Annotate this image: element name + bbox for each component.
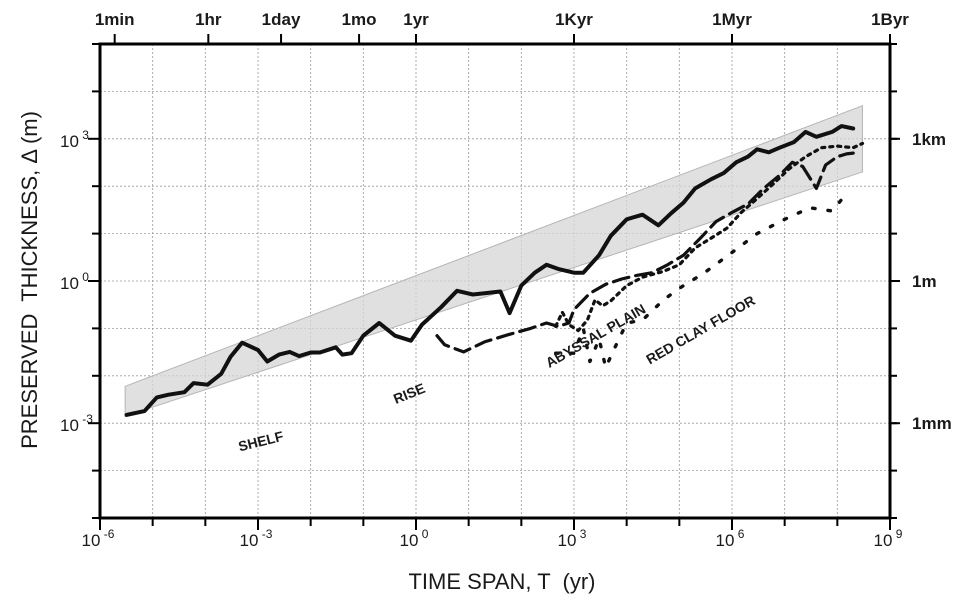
x-tick-label: 10 3 — [558, 527, 587, 550]
x-tick-label: 10 0 — [400, 527, 429, 550]
series-layer — [124, 124, 865, 417]
right-tick-label: 1m — [912, 272, 937, 291]
right-tick-label: 1mm — [912, 414, 952, 433]
y-tick-label: 10 3 — [60, 128, 89, 151]
top-tick-label: 1hr — [195, 10, 222, 29]
band-layer — [124, 104, 863, 417]
series-line-shelf — [124, 124, 856, 417]
top-tick-label: 1Myr — [712, 10, 752, 29]
top-tick-label: 1mo — [342, 10, 377, 29]
x-tick-label: 10 -3 — [240, 527, 273, 550]
top-tick-label: 1yr — [403, 10, 429, 29]
y-axis-title: PRESERVED THICKNESS, Δ (m) — [17, 111, 42, 449]
envelope-band — [124, 104, 863, 417]
x-tick-label: 10 9 — [874, 527, 903, 550]
x-tick-label: 10 6 — [716, 527, 745, 550]
series-line-rise — [435, 151, 855, 354]
x-tick-label: 10 -6 — [82, 527, 115, 550]
top-tick-label: 1min — [95, 10, 135, 29]
right-tick-label: 1km — [912, 130, 946, 149]
frame-layer — [88, 34, 900, 530]
y-tick-label: 10 -3 — [60, 412, 93, 435]
y-tick-label: 10 0 — [60, 270, 89, 293]
top-tick-label: 1Kyr — [555, 10, 593, 29]
top-tick-label: 1Byr — [871, 10, 909, 29]
top-tick-label: 1day — [262, 10, 301, 29]
series-line-abyssal-plain — [554, 141, 865, 333]
x-axis-title: TIME SPAN, T (yr) — [408, 569, 595, 594]
